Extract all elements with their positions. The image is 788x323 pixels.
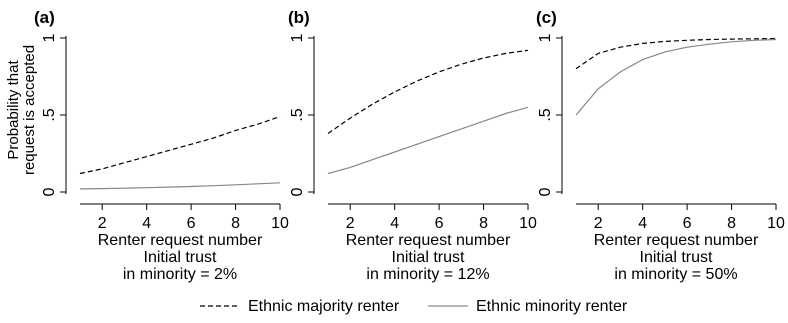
x-axis-title: Renter request number bbox=[98, 232, 263, 249]
x-tick-label: 8 bbox=[479, 215, 488, 232]
panel-caption-line: in minority = 50% bbox=[614, 266, 737, 283]
x-tick-label: 2 bbox=[346, 215, 355, 232]
x-tick-label: 6 bbox=[187, 215, 196, 232]
x-tick-label: 6 bbox=[683, 215, 692, 232]
chart-panel-c: (c) 0 .5 1 2 4 6 8 10 Renter request numberInitia… bbox=[536, 8, 785, 283]
x-tick-label: 8 bbox=[231, 215, 240, 232]
majority-series-line bbox=[575, 37, 777, 70]
plot-area bbox=[320, 32, 536, 198]
panel-label: (b) bbox=[288, 8, 310, 27]
minority-series-line bbox=[79, 182, 281, 190]
legend-label: Ethnic minority renter bbox=[476, 298, 628, 315]
x-tick-label: 4 bbox=[638, 215, 647, 232]
x-tick-label: 2 bbox=[98, 215, 107, 232]
y-axis-title-line: Probability that bbox=[5, 60, 22, 160]
panel-caption-line: in minority = 2% bbox=[123, 266, 237, 283]
y-tick-label: .5 bbox=[289, 108, 306, 121]
panel-label: (a) bbox=[34, 8, 55, 27]
y-tick-label: 0 bbox=[289, 187, 306, 196]
plot-area bbox=[72, 32, 288, 198]
panel-label: (c) bbox=[536, 8, 557, 27]
majority-series-line bbox=[327, 49, 529, 134]
x-tick-label: 8 bbox=[727, 215, 736, 232]
minority-series-line bbox=[575, 38, 777, 116]
y-tick-label: .5 bbox=[41, 108, 58, 121]
x-axis-title: Renter request number bbox=[594, 232, 759, 249]
y-tick-label: 1 bbox=[537, 33, 554, 42]
plot-area bbox=[568, 32, 784, 198]
y-tick-label: 1 bbox=[41, 33, 58, 42]
panel-caption-line: in minority = 12% bbox=[366, 266, 489, 283]
x-axis-title: Renter request number bbox=[346, 232, 511, 249]
x-tick-label: 10 bbox=[519, 215, 537, 232]
panel-caption-line: Initial trust bbox=[640, 249, 713, 266]
panel-caption-line: Initial trust bbox=[392, 249, 465, 266]
minority-series-line bbox=[327, 106, 529, 175]
majority-series-line bbox=[79, 115, 281, 175]
panel-caption-line: Initial trust bbox=[144, 249, 217, 266]
legend: Ethnic majority renter Ethnic minority re… bbox=[200, 298, 628, 315]
x-tick-label: 2 bbox=[594, 215, 603, 232]
x-tick-label: 4 bbox=[142, 215, 151, 232]
x-tick-label: 6 bbox=[435, 215, 444, 232]
y-tick-label: .5 bbox=[537, 108, 554, 121]
legend-label: Ethnic majority renter bbox=[248, 298, 400, 315]
y-axis-title-line: request is accepted bbox=[21, 45, 38, 175]
y-tick-label: 0 bbox=[41, 187, 58, 196]
chart-panel-b: (b) 0 .5 1 2 4 6 8 10 Renter request numberInitia… bbox=[288, 8, 537, 283]
y-tick-label: 0 bbox=[537, 187, 554, 196]
x-tick-label: 10 bbox=[271, 215, 289, 232]
x-tick-label: 4 bbox=[390, 215, 399, 232]
chart-panel-a: (a) 0 .5 1 2 4 6 8 10 Renter request numberInitia… bbox=[5, 8, 289, 283]
x-tick-label: 10 bbox=[767, 215, 785, 232]
y-tick-label: 1 bbox=[289, 33, 306, 42]
